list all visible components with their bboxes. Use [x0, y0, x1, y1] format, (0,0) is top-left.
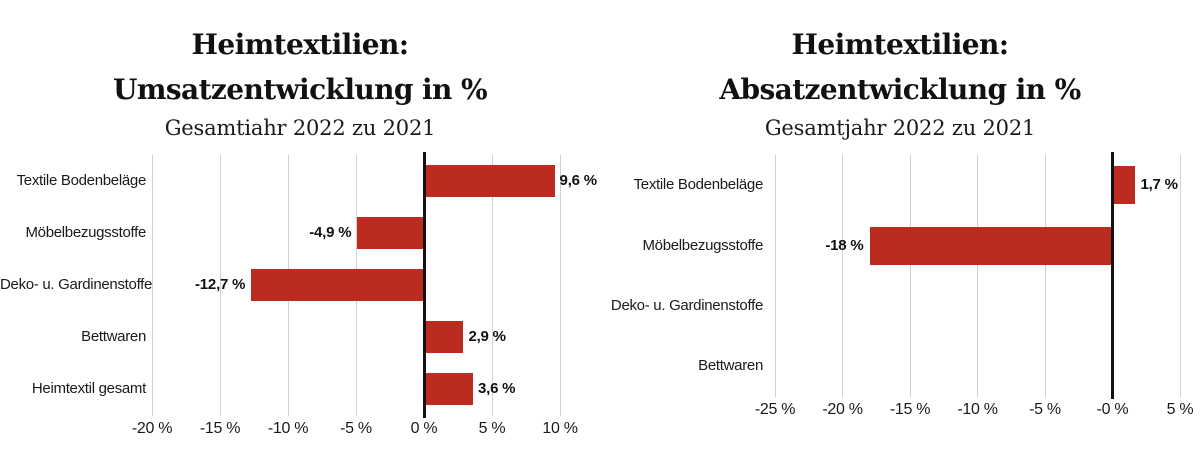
x-tick-label: -20 %	[131, 420, 173, 437]
chart-subtitle: Gesamtjahr 2022 zu 2021	[764, 116, 1036, 140]
x-tick-label: 0 %	[410, 420, 438, 437]
gridline	[977, 155, 978, 397]
value-label: 1,7 %	[1140, 176, 1178, 194]
zero-axis-line	[1111, 152, 1114, 399]
category-label: Bettwaren	[81, 328, 146, 345]
category-label: Textile Bodenbeläge	[633, 176, 764, 194]
zero-axis-line	[422, 152, 426, 418]
category-label: Bettwaren	[698, 357, 763, 375]
gridline	[774, 155, 776, 397]
bar	[251, 269, 424, 301]
bar	[357, 217, 424, 249]
category-label: Möbelbezugsstoffe	[642, 236, 763, 254]
gridline	[491, 155, 493, 416]
gridline	[1179, 155, 1181, 397]
category-label: Deko- u. Gardinenstoffe	[610, 297, 763, 314]
title-line2: Absatzentwicklung in %	[719, 73, 1081, 106]
x-tick-label: -0 %	[1096, 401, 1129, 418]
category-label: Textile Bodenbeläge	[16, 172, 147, 189]
category-label: Deko- u. Gardinenstoffe	[0, 276, 153, 293]
absatz-chart-header: Heimtextilien: Absatzentwicklung in % Ge…	[600, 22, 1200, 144]
bar	[869, 226, 1113, 265]
umsatz-chart: Heimtextilien: Umsatzentwicklung in % Ge…	[0, 22, 600, 437]
title-line1: Heimtextilien:	[791, 28, 1010, 61]
gridline	[909, 155, 911, 397]
umsatz-chart-header: Heimtextilien: Umsatzentwicklung in % Ge…	[0, 22, 600, 144]
gridline	[559, 155, 561, 416]
x-tick-label: -5 %	[340, 420, 372, 437]
bar	[424, 165, 555, 197]
chart-title: Heimtextilien: Umsatzentwicklung in %	[0, 22, 600, 112]
absatz-chart: Heimtextilien: Absatzentwicklung in % Ge…	[600, 0, 1200, 474]
value-label: 9,6 %	[559, 172, 598, 189]
value-label: -12,7 %	[194, 276, 246, 293]
x-tick-label: -20 %	[822, 401, 863, 418]
bar	[424, 373, 473, 405]
title-line2: Umsatzentwicklung in %	[113, 73, 488, 106]
x-tick-label: 5 %	[1166, 401, 1194, 418]
value-label: 2,9 %	[468, 328, 506, 345]
gridline	[151, 155, 153, 416]
umsatz-plot-area: -20 % -15 % -10 % -5 % 0 % 5 % 10 % Textile Bod…	[0, 152, 598, 437]
x-tick-label: -15 %	[199, 420, 241, 437]
x-tick-label: -15 %	[889, 401, 931, 418]
gridline	[1044, 155, 1046, 397]
bar	[424, 321, 464, 353]
bar	[1112, 166, 1136, 205]
value-label: -18 %	[825, 236, 864, 254]
absatz-plot-area: -25 % -20 % -15 % -10 % -5 % -0 % 5 % Textile B…	[600, 0, 1200, 474]
chart-title: Heimtextilien: Absatzentwicklung in %	[600, 22, 1200, 112]
title-line1: Heimtextilien:	[191, 28, 410, 61]
category-label: Heimtextil gesamt	[31, 380, 146, 397]
value-label: -4,9 %	[309, 224, 352, 241]
x-tick-label: 10 %	[542, 420, 578, 437]
x-tick-label: -10 %	[957, 401, 998, 418]
chart-subtitle: Gesamtiahr 2022 zu 2021	[164, 116, 436, 140]
category-label: Möbelbezugsstoffe	[25, 224, 146, 241]
x-tick-label: -25 %	[754, 401, 796, 418]
gridline	[842, 155, 843, 397]
value-label: 3,6 %	[477, 380, 516, 397]
x-tick-label: -10 %	[267, 420, 309, 437]
x-tick-label: 5 %	[478, 420, 506, 437]
x-tick-label: -5 %	[1029, 401, 1061, 418]
gridline	[219, 155, 221, 416]
